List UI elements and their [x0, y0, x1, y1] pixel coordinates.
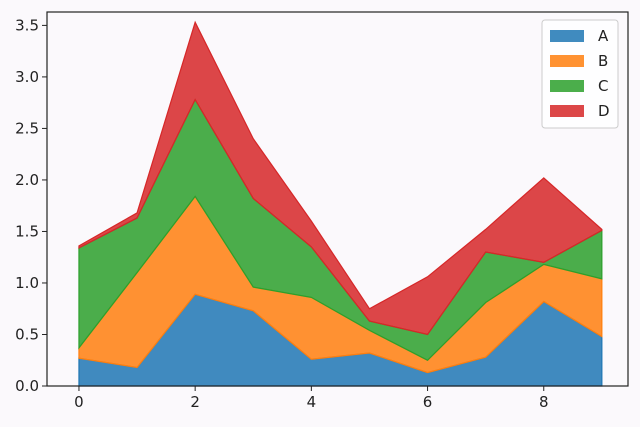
x-tick-label: 2 [190, 393, 200, 411]
y-axis: 0.0 0.5 1.0 1.5 2.0 2.5 3.0 3.5 [15, 16, 47, 395]
legend-swatch-c [550, 80, 584, 92]
y-tick-label: 2.0 [15, 171, 39, 189]
y-tick-label: 1.5 [15, 222, 39, 240]
y-tick-label: 3.0 [15, 68, 39, 86]
y-tick-label: 2.5 [15, 119, 39, 137]
y-tick-label: 0.0 [15, 377, 39, 395]
legend-swatch-d [550, 105, 584, 117]
area-series-d [78, 20, 603, 336]
y-tick-label: 0.5 [15, 325, 39, 343]
legend-box [541, 19, 619, 129]
area-layers [78, 20, 603, 387]
x-tick-label: 4 [307, 393, 317, 411]
legend-swatch-b [550, 55, 584, 67]
y-tick-label: 1.0 [15, 274, 39, 292]
x-tick-label: 8 [539, 393, 549, 411]
legend-label-a: A [598, 27, 609, 45]
legend-label-b: B [598, 52, 608, 70]
legend-label-c: C [598, 77, 608, 95]
legend-swatch-a [550, 30, 584, 42]
x-tick-label: 6 [423, 393, 433, 411]
x-tick-label: 0 [74, 393, 84, 411]
legend-label-d: D [598, 102, 610, 120]
x-axis: 0 2 4 6 8 [74, 386, 549, 411]
y-tick-label: 3.5 [15, 16, 39, 34]
plot-frame [46, 11, 629, 387]
